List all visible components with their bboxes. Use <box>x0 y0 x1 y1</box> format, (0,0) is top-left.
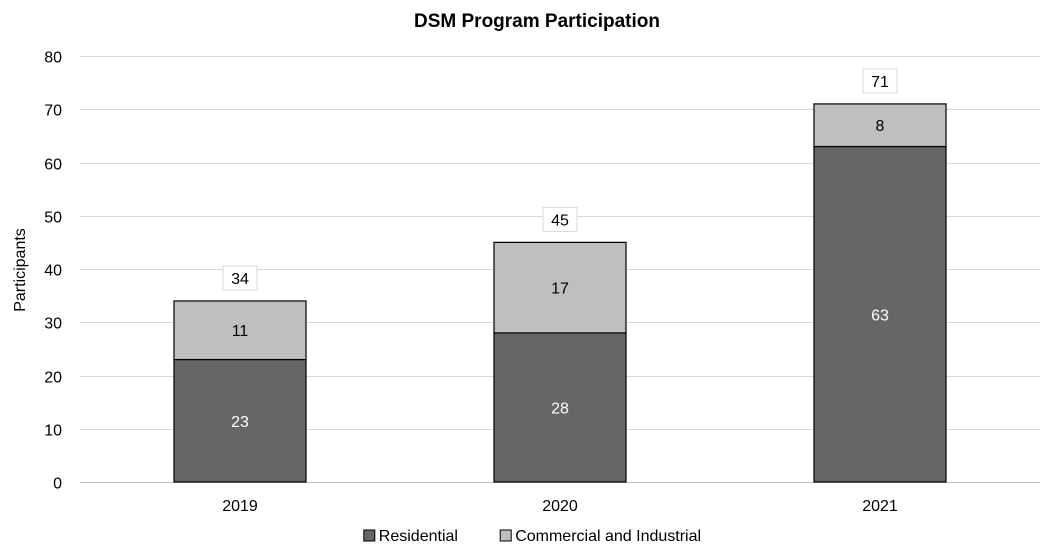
data-label: 63 <box>871 307 889 324</box>
bar-segment-residential <box>493 332 627 483</box>
y-tick-label: 10 <box>44 423 62 440</box>
bar-segment-commercial-industrial <box>813 103 947 148</box>
data-label: 28 <box>551 400 569 417</box>
total-label-box <box>542 206 578 232</box>
chart-title: DSM Program Participation <box>414 11 660 32</box>
total-label-box <box>862 68 898 94</box>
total-label: 34 <box>231 271 249 288</box>
total-label: 45 <box>551 212 569 229</box>
legend-label: Residential <box>379 528 458 545</box>
y-tick-label: 40 <box>44 263 62 280</box>
data-label: 11 <box>232 323 249 340</box>
x-axis-ticks: 2019 2020 2021 <box>222 498 898 515</box>
x-tick-label: 2019 <box>222 498 258 515</box>
total-label: 71 <box>871 74 889 91</box>
y-tick-label: 80 <box>44 50 62 67</box>
legend-swatch <box>499 529 512 542</box>
y-tick-label: 60 <box>44 157 62 174</box>
legend-swatch <box>363 529 376 542</box>
legend: Residential Commercial and Industrial <box>363 528 701 545</box>
y-axis-title: Participants <box>12 228 29 312</box>
y-tick-label: 0 <box>53 476 62 493</box>
data-label: 8 <box>876 118 885 135</box>
y-tick-label: 70 <box>44 103 62 120</box>
y-tick-label: 30 <box>44 316 62 333</box>
data-label: 23 <box>231 414 249 431</box>
bars: 23 11 34 28 17 45 63 8 71 <box>173 68 947 483</box>
bar-segment-commercial-industrial <box>173 300 307 361</box>
data-label: 17 <box>551 281 569 298</box>
x-tick-label: 2020 <box>542 498 578 515</box>
legend-label: Commercial and Industrial <box>515 528 701 545</box>
total-label-box <box>222 265 258 291</box>
x-tick-label: 2021 <box>862 498 898 515</box>
bar-segment-residential <box>173 358 307 483</box>
y-tick-label: 20 <box>44 370 62 387</box>
y-axis-ticks: 0 10 20 30 40 50 60 70 80 <box>44 50 62 493</box>
y-tick-label: 50 <box>44 210 62 227</box>
bar-segment-commercial-industrial <box>493 241 627 334</box>
